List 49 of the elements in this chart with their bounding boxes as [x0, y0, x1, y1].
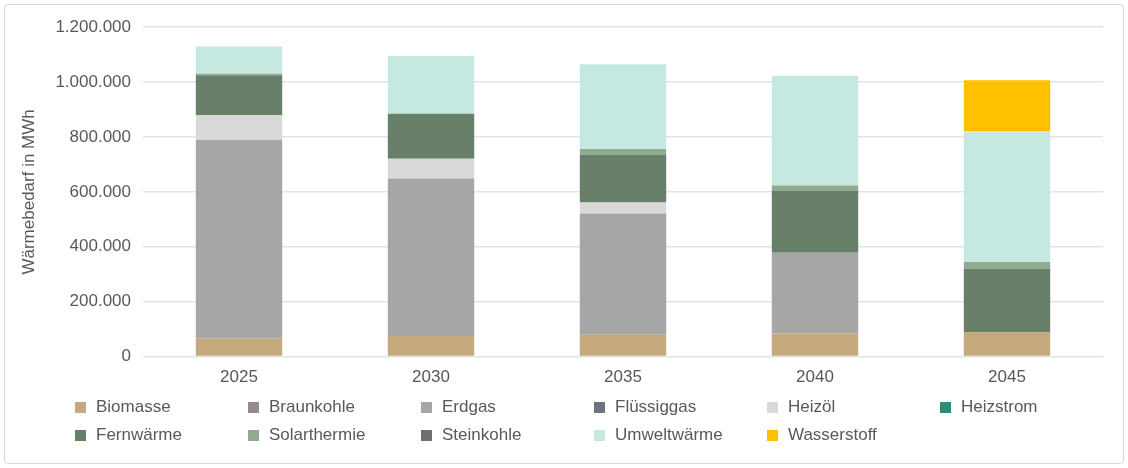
- x-tick-label: 2035: [604, 367, 642, 387]
- bar: [195, 46, 283, 74]
- y-tick-label: 1.000.000: [55, 71, 132, 91]
- bar: [579, 149, 667, 155]
- legend-label: Solarthermie: [269, 425, 366, 445]
- x-tick-label: 2040: [796, 367, 834, 387]
- bar: [387, 158, 475, 179]
- bar: [387, 336, 475, 356]
- x-tick-label: 2030: [412, 367, 450, 387]
- y-tick-label: 0: [121, 346, 132, 366]
- bar: [195, 139, 283, 339]
- bar: [195, 338, 283, 356]
- y-tick-label: 200.000: [69, 291, 132, 311]
- bar: [771, 75, 859, 186]
- legend-label: Wasserstoff: [788, 425, 877, 445]
- bar: [963, 80, 1051, 132]
- bar: [579, 213, 667, 335]
- bar: [963, 332, 1051, 356]
- legend-label: Umweltwärme: [615, 425, 723, 445]
- legend-label: Erdgas: [442, 397, 496, 417]
- y-tick-label: 1.200.000: [55, 16, 132, 36]
- bar: [771, 333, 859, 356]
- legend-label: Braunkohle: [269, 397, 356, 417]
- bar: [963, 261, 1051, 269]
- legend-label: Steinkohle: [442, 425, 522, 445]
- legend-label: Flüssiggas: [615, 397, 697, 417]
- bar: [387, 56, 475, 114]
- bar: [579, 334, 667, 356]
- legend-label: Fernwärme: [96, 425, 182, 445]
- bar: [387, 113, 475, 159]
- bar: [771, 185, 859, 192]
- bar: [771, 191, 859, 253]
- y-axis-title: Wärmebedarf in MWh: [18, 109, 38, 275]
- bar: [579, 154, 667, 203]
- bar: [963, 268, 1051, 333]
- bar: [579, 202, 667, 214]
- y-tick-label: 600.000: [69, 181, 132, 201]
- legend-label: Heizstrom: [961, 397, 1038, 417]
- bar: [771, 252, 859, 334]
- bar: [195, 75, 283, 116]
- bar: [579, 64, 667, 150]
- bar: [963, 131, 1051, 262]
- x-tick-label: 2045: [988, 367, 1026, 387]
- x-tick-label: 2025: [220, 367, 258, 387]
- y-tick-label: 800.000: [69, 126, 132, 146]
- y-tick-label: 400.000: [69, 236, 132, 256]
- legend-label: Biomasse: [96, 397, 171, 417]
- legend-label: Heizöl: [788, 397, 836, 417]
- bar: [387, 178, 475, 337]
